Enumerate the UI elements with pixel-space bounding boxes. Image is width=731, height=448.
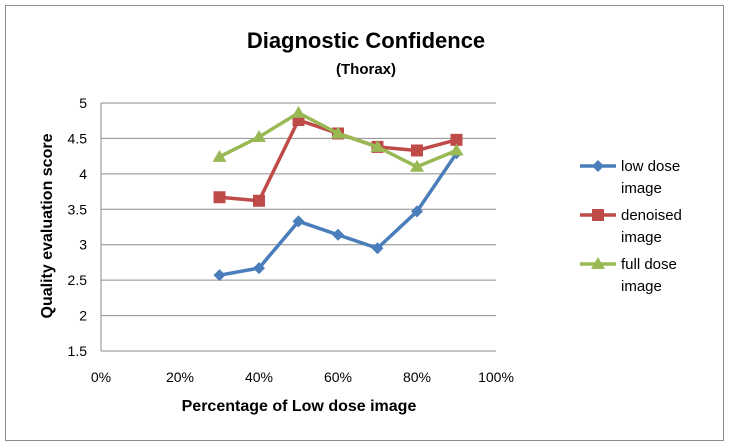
legend-label: denoised image: [621, 207, 682, 246]
chart-subtitle: (Thorax): [336, 61, 396, 78]
data-point-low-dose-image: [332, 228, 344, 241]
legend-item-full-dose-image: full dose image: [580, 256, 677, 295]
legend-marker: [591, 257, 605, 269]
y-tick-label: 5: [79, 95, 87, 111]
legend-marker: [592, 209, 604, 221]
data-point-full-dose-image: [331, 126, 345, 139]
x-tick-label: 20%: [166, 369, 194, 385]
legend-label: low dose image: [621, 158, 680, 197]
data-point-full-dose-image: [212, 149, 227, 162]
data-point-full-dose-image: [410, 159, 424, 172]
legend-marker: [592, 160, 604, 172]
data-point-full-dose-image: [291, 105, 306, 118]
data-point-low-dose-image: [411, 205, 423, 218]
y-tick-label: 1.5: [68, 343, 88, 359]
x-tick-label: 80%: [403, 369, 431, 385]
data-point-low-dose-image: [371, 242, 384, 255]
chart-title: Diagnostic Confidence: [247, 28, 485, 53]
y-tick-label: 4.5: [68, 130, 88, 146]
y-tick-label: 3: [79, 237, 87, 253]
y-tick-label: 2: [79, 308, 87, 324]
data-point-full-dose-image: [252, 130, 266, 143]
y-tick-label: 2.5: [68, 272, 88, 288]
data-point-denoised-image: [253, 194, 265, 207]
data-point-low-dose-image: [253, 262, 265, 275]
legend: low dose image denoised image full dose image: [580, 158, 682, 295]
y-tick-label: 4: [79, 166, 87, 182]
legend-item-low-dose-image: low dose image: [580, 158, 680, 197]
x-tick-label: 40%: [245, 369, 273, 385]
x-axis-label: Percentage of Low dose image: [182, 398, 417, 415]
chart-frame: [5, 5, 724, 441]
data-point-denoised-image: [450, 133, 463, 146]
data-point-denoised-image: [213, 191, 226, 204]
x-tick-label: 100%: [478, 369, 514, 385]
legend-item-denoised-image: denoised image: [580, 207, 682, 246]
data-point-denoised-image: [411, 144, 423, 157]
data-point-full-dose-image: [370, 139, 385, 152]
data-point-full-dose-image: [449, 143, 464, 156]
series-full-dose-image: [212, 105, 464, 172]
data-point-low-dose-image: [292, 215, 305, 228]
axes: [100, 103, 496, 352]
series-group: [212, 105, 464, 282]
legend-label: full dose image: [621, 256, 677, 295]
y-axis-label: Quality evaluation score: [39, 133, 56, 318]
series-low-dose-image: [213, 147, 463, 282]
x-tick-label: 60%: [324, 369, 352, 385]
tick-labels: 1.5 2 2.5 3 3.5 4 4.5 5 0% 20% 40% 60% 80% 100%: [68, 95, 514, 385]
y-tick-label: 3.5: [68, 201, 88, 217]
data-point-low-dose-image: [213, 269, 226, 282]
gridlines: [101, 102, 496, 317]
x-tick-label: 0%: [91, 369, 111, 385]
